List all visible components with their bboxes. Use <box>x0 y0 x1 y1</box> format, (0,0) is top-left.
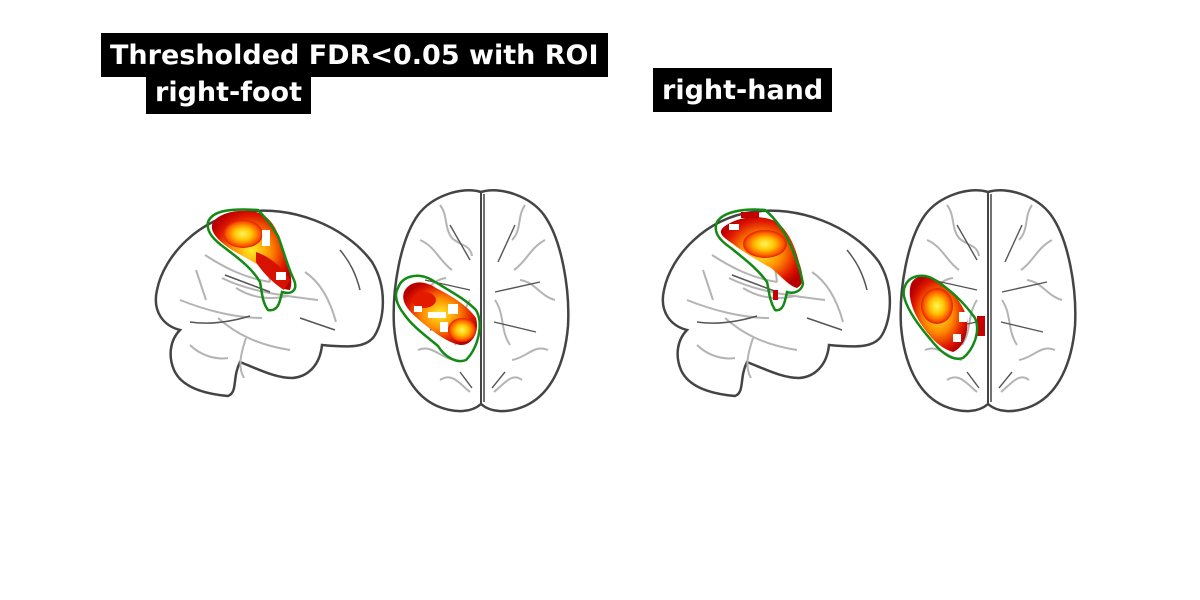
panel-label-right-foot: right-foot <box>146 70 311 114</box>
activation-blob <box>720 212 803 300</box>
panel-label-right-hand: right-hand <box>653 68 833 112</box>
activation-blob <box>211 210 292 290</box>
panel-right-foot <box>154 189 570 413</box>
activation-blob <box>909 276 985 352</box>
roi-contour <box>206 208 297 312</box>
axial-view-right-foot <box>392 189 570 413</box>
roi-contour <box>714 208 805 312</box>
roi-contour <box>394 274 481 363</box>
axial-view-right-hand <box>899 189 1077 413</box>
activation-blob <box>403 282 478 346</box>
sagittal-view-right-foot <box>154 208 385 398</box>
roi-contour <box>902 274 979 361</box>
panel-right-hand <box>661 189 1077 413</box>
figure-title: Thresholded FDR<0.05 with ROI <box>101 33 608 77</box>
sagittal-view-right-hand <box>661 208 892 398</box>
